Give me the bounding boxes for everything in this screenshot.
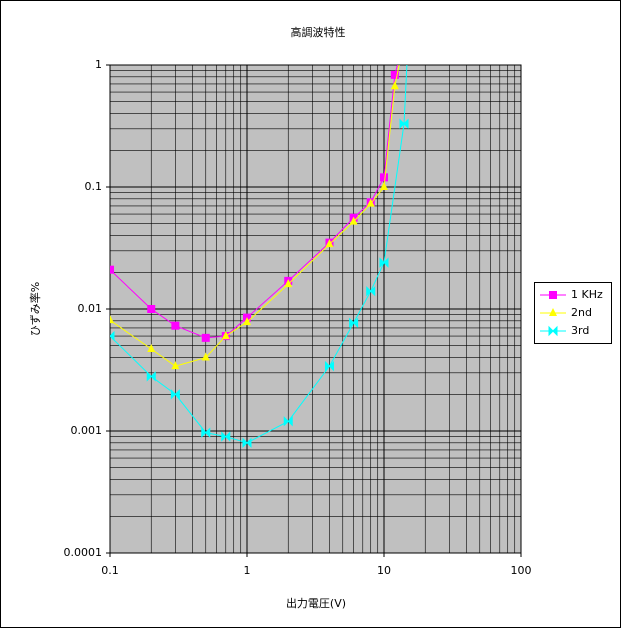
y-tick-label: 0.0001 xyxy=(64,546,103,559)
marker xyxy=(201,333,210,342)
legend-label: 3rd xyxy=(571,324,589,337)
marker xyxy=(201,427,211,438)
y-tick-label: 0.01 xyxy=(78,302,103,315)
marker xyxy=(548,325,558,337)
marker xyxy=(380,173,388,182)
x-tick-label: 1 xyxy=(244,564,251,577)
marker xyxy=(366,285,376,297)
marker xyxy=(243,317,251,326)
marker xyxy=(349,216,358,225)
chart-title: 高調波特性 xyxy=(291,25,346,39)
x-tick-label: 0.1 xyxy=(101,564,119,577)
x-axis-label: 出力電圧(V) xyxy=(286,596,346,610)
marker xyxy=(221,431,231,442)
marker xyxy=(201,352,210,361)
marker xyxy=(146,371,156,382)
marker xyxy=(110,330,115,342)
marker xyxy=(349,317,359,329)
series-layer xyxy=(110,65,409,449)
marker xyxy=(380,182,388,190)
marker xyxy=(242,437,252,449)
marker xyxy=(399,118,409,129)
marker xyxy=(170,389,180,400)
marker xyxy=(390,81,399,90)
plot-border xyxy=(109,64,522,554)
marker xyxy=(171,361,180,370)
marker xyxy=(110,265,114,274)
marker xyxy=(549,291,557,299)
x-tick-label: 100 xyxy=(511,564,532,577)
y-tick-label: 0.001 xyxy=(71,424,103,437)
y-axis-label: ひずみ率% xyxy=(28,282,42,336)
marker xyxy=(147,344,156,353)
y-tick-label: 1 xyxy=(95,58,102,71)
x-tick-label: 10 xyxy=(377,564,391,577)
marker xyxy=(221,331,230,340)
marker xyxy=(325,239,334,248)
marker xyxy=(549,308,557,316)
y-tick-label: 0.1 xyxy=(85,180,103,193)
marker xyxy=(390,70,399,79)
marker xyxy=(379,257,389,268)
marker xyxy=(171,321,180,330)
marker xyxy=(284,279,293,288)
marker xyxy=(147,305,156,313)
marker xyxy=(324,360,334,372)
legend-label: 2nd xyxy=(571,306,592,319)
marker xyxy=(110,315,114,324)
marker xyxy=(283,416,293,427)
legend-label: 1 KHz xyxy=(571,288,603,301)
marker xyxy=(366,198,375,207)
